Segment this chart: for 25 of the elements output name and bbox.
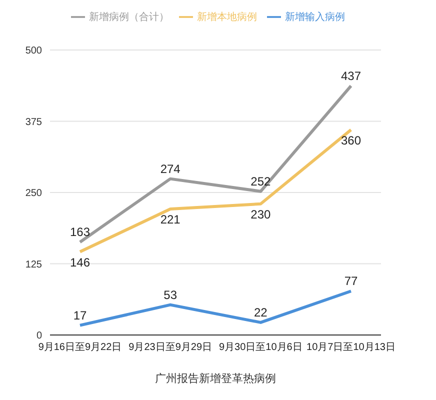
data-label: 252 xyxy=(250,174,271,188)
x-axis-title: 广州报告新增登革热病例 xyxy=(155,372,276,385)
data-label: 22 xyxy=(254,305,268,320)
x-tick-label: 10月7日至10月13日 xyxy=(306,342,396,354)
data-label: 17 xyxy=(73,308,87,322)
data-label: 274 xyxy=(160,162,181,176)
legend-label: 新增输入病例 xyxy=(285,12,345,23)
y-tick-label: 375 xyxy=(25,116,42,128)
x-tick-label: 9月30日至10月6日 xyxy=(218,342,302,354)
data-label: 221 xyxy=(160,212,181,227)
data-label: 146 xyxy=(70,255,90,270)
data-label: 53 xyxy=(164,288,178,302)
legend-label: 新增病例（合计） xyxy=(89,12,169,23)
legend-label: 新增本地病例 xyxy=(197,12,257,23)
y-tick-label: 500 xyxy=(25,46,42,57)
y-tick-label: 0 xyxy=(36,330,42,342)
x-tick-label: 9月16日至9月22日 xyxy=(38,342,122,354)
y-tick-label: 250 xyxy=(25,188,42,200)
data-label: 437 xyxy=(340,68,362,83)
data-label: 163 xyxy=(70,225,90,240)
data-label: 77 xyxy=(344,274,358,288)
y-tick-label: 125 xyxy=(25,259,42,270)
x-tick-label: 9月23日至9月29日 xyxy=(128,342,212,354)
data-label: 230 xyxy=(250,207,271,222)
data-label: 360 xyxy=(340,133,362,148)
